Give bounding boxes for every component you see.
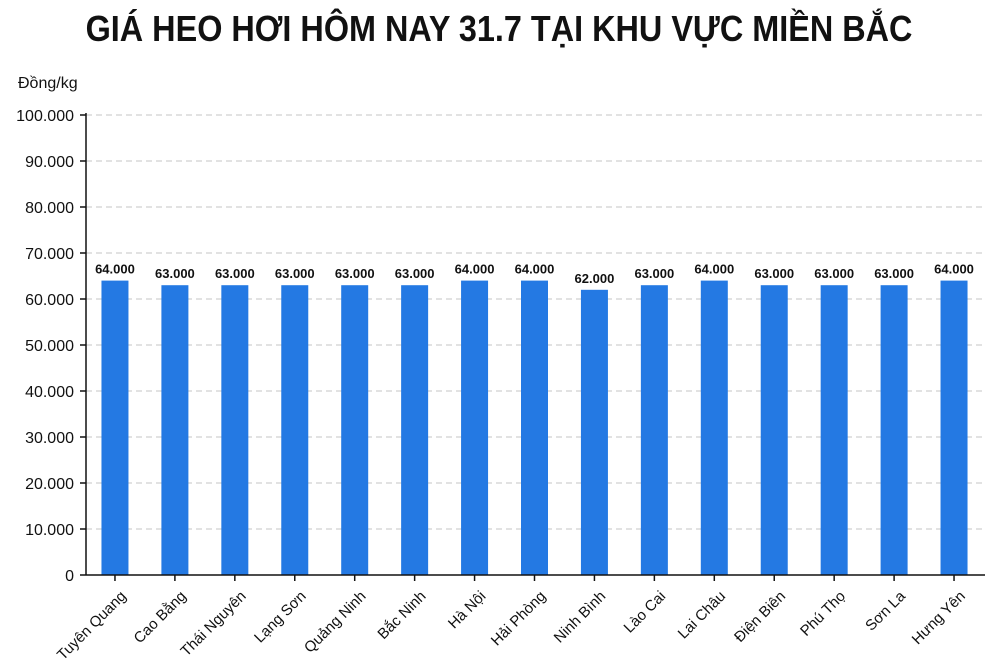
data-label: 63.000 (335, 266, 375, 281)
data-label: 63.000 (814, 266, 854, 281)
bar (580, 289, 608, 575)
bar (161, 285, 189, 575)
data-label: 63.000 (155, 266, 195, 281)
data-label: 63.000 (275, 266, 315, 281)
x-tick-label: Bắc Ninh (374, 588, 429, 643)
x-tick-label: Ninh Bình (551, 588, 610, 647)
y-tick-label: 90.000 (25, 154, 74, 171)
data-label: 63.000 (874, 266, 914, 281)
x-tick-label: Hải Phòng (488, 588, 550, 650)
y-axis-ticks: 0 10.000 20.000 30.000 40.000 50.000 60.000 70.… (16, 108, 86, 585)
x-tick-label: Cao Bằng (131, 588, 190, 647)
bar (880, 285, 908, 575)
bar (461, 280, 489, 575)
y-tick-label: 60.000 (25, 292, 74, 309)
y-tick-label: 0 (65, 568, 74, 585)
data-label: 62.000 (575, 271, 615, 286)
data-label: 63.000 (395, 266, 435, 281)
bar (221, 285, 249, 575)
bar (940, 280, 968, 575)
bar (101, 280, 129, 575)
data-label: 64.000 (515, 262, 555, 277)
data-label: 63.000 (634, 266, 674, 281)
y-tick-label: 40.000 (25, 384, 74, 401)
x-tick-label: Tuyên Quang (54, 588, 130, 664)
bar (640, 285, 668, 575)
data-label: 63.000 (215, 266, 255, 281)
bar (700, 280, 728, 575)
chart-title: GIÁ HEO HƠI HÔM NAY 31.7 TẠI KHU VỰC MIỀ… (85, 8, 913, 49)
bar (820, 285, 848, 575)
data-label: 63.000 (754, 266, 794, 281)
x-tick-label: Sơn La (862, 587, 909, 634)
bar (341, 285, 369, 575)
bars (101, 280, 968, 575)
data-labels: 64.000 63.000 63.000 63.000 63.000 63.000 64.0… (95, 262, 974, 286)
data-label: 64.000 (455, 262, 495, 277)
data-label: 64.000 (95, 262, 135, 277)
data-label: 64.000 (934, 262, 974, 277)
x-tick-label: Phú Thọ (797, 588, 849, 640)
bar (760, 285, 788, 575)
x-tick-label: Hà Nội (445, 588, 489, 632)
x-tick-label: Lai Châu (675, 588, 729, 642)
y-axis-unit-label: Đồng/kg (18, 75, 78, 92)
x-tick-label: Quảng Ninh (301, 588, 370, 657)
y-tick-label: 50.000 (25, 338, 74, 355)
x-tick-label: Lào Cai (621, 588, 670, 637)
y-tick-label: 80.000 (25, 200, 74, 217)
y-tick-label: 100.000 (16, 108, 74, 125)
x-tick-label: Điện Biên (731, 588, 789, 646)
y-tick-label: 70.000 (25, 246, 74, 263)
bar (281, 285, 309, 575)
x-tick-label: Hưng Yên (909, 588, 969, 648)
bar (401, 285, 429, 575)
x-tick-label: Lạng Sơn (251, 588, 310, 647)
data-label: 64.000 (694, 262, 734, 277)
y-tick-label: 30.000 (25, 430, 74, 447)
y-tick-label: 10.000 (25, 522, 74, 539)
y-tick-label: 20.000 (25, 476, 74, 493)
bar (521, 280, 548, 575)
